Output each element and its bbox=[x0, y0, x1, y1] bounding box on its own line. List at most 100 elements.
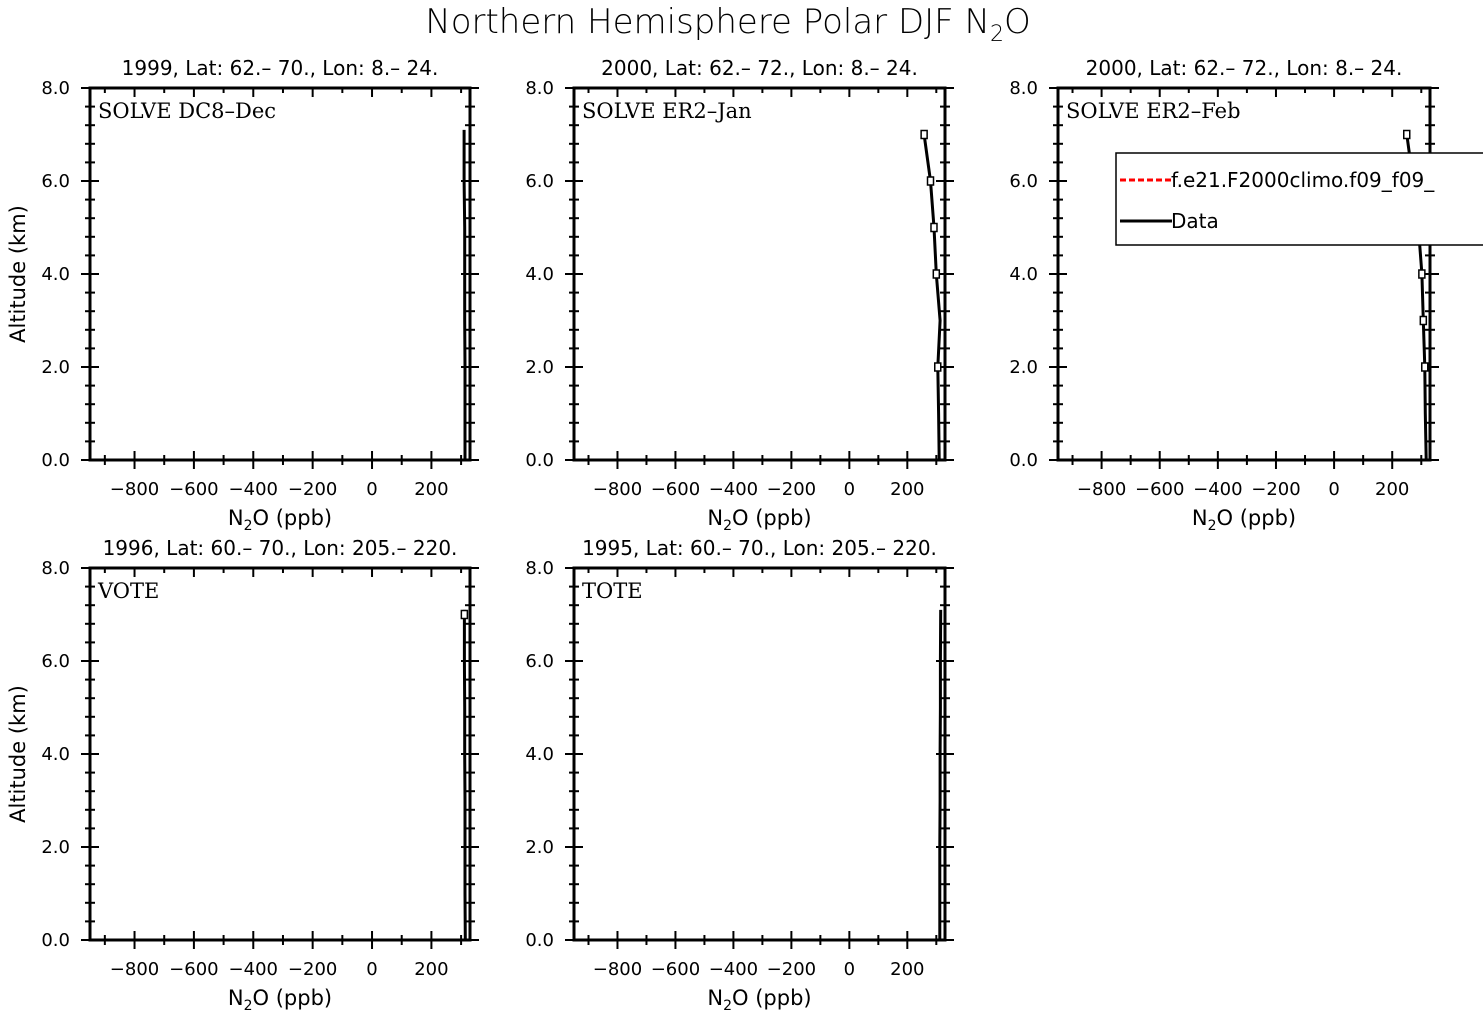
x-tick-label: −200 bbox=[288, 959, 337, 980]
y-tick-label: 4.0 bbox=[41, 264, 70, 285]
y-axis-label: Altitude (km) bbox=[6, 685, 30, 823]
x-axis-label: N2O (ppb) bbox=[228, 986, 332, 1014]
x-tick-label: −200 bbox=[767, 959, 816, 980]
plot-frame bbox=[88, 566, 472, 942]
x-tick-label: 200 bbox=[414, 479, 448, 500]
y-tick-label: 2.0 bbox=[525, 837, 554, 858]
campaign-label: TOTE bbox=[582, 579, 643, 603]
x-tick-label: 200 bbox=[1375, 479, 1409, 500]
x-tick-label: −600 bbox=[651, 479, 700, 500]
panel-1: 1999, Lat: 62.– 70., Lon: 8.– 24. SOLVE D… bbox=[6, 56, 479, 534]
campaign-label: SOLVE ER2–Jan bbox=[582, 99, 752, 123]
data-point-marker bbox=[460, 609, 469, 620]
y-tick-label: 8.0 bbox=[525, 558, 554, 579]
y-tick-label: 4.0 bbox=[1009, 264, 1038, 285]
data-series-line bbox=[462, 129, 467, 460]
y-tick-label: 4.0 bbox=[525, 264, 554, 285]
y-tick-label: 4.0 bbox=[41, 744, 70, 765]
figure-title-sub: 2 bbox=[990, 22, 1004, 47]
y-tick-label: 0.0 bbox=[525, 930, 554, 951]
x-axis-label: N2O (ppb) bbox=[707, 986, 811, 1014]
panel-5: 1995, Lat: 60.– 70., Lon: 205.– 220. TOTE… bbox=[525, 536, 954, 1014]
data-point-marker bbox=[1403, 129, 1411, 140]
y-tick-label: 0.0 bbox=[1009, 450, 1038, 471]
panel-header: 2000, Lat: 62.– 72., Lon: 8.– 24. bbox=[601, 56, 918, 80]
x-tick-label: −800 bbox=[110, 479, 159, 500]
y-tick-label: 6.0 bbox=[1009, 171, 1038, 192]
campaign-label: SOLVE DC8–Dec bbox=[98, 99, 276, 123]
y-tick-label: 2.0 bbox=[1009, 357, 1038, 378]
panel-4: 1996, Lat: 60.– 70., Lon: 205.– 220. VOTE… bbox=[6, 536, 479, 1014]
y-tick-label: 0.0 bbox=[41, 450, 70, 471]
y-tick-label: 8.0 bbox=[41, 558, 70, 579]
panel-header: 1996, Lat: 60.– 70., Lon: 205.– 220. bbox=[103, 536, 458, 560]
y-tick-label: 8.0 bbox=[525, 78, 554, 99]
x-tick-label: 0 bbox=[844, 959, 855, 980]
data-series-line bbox=[938, 609, 943, 940]
y-tick-label: 8.0 bbox=[41, 78, 70, 99]
x-tick-label: 200 bbox=[890, 959, 924, 980]
x-tick-label: 200 bbox=[890, 479, 924, 500]
x-tick-label: −200 bbox=[1251, 479, 1300, 500]
data-point-marker bbox=[1421, 362, 1429, 372]
campaign-label: SOLVE ER2–Feb bbox=[1066, 99, 1241, 123]
data-point-marker bbox=[934, 362, 942, 372]
data-series-line bbox=[462, 609, 467, 941]
data-point-marker bbox=[1419, 315, 1428, 326]
x-tick-label: −600 bbox=[1135, 479, 1184, 500]
x-tick-label: −600 bbox=[169, 479, 218, 500]
data-point-marker bbox=[926, 176, 935, 186]
y-tick-label: 6.0 bbox=[525, 171, 554, 192]
data-point-marker bbox=[930, 222, 938, 233]
plot-frame bbox=[88, 86, 472, 462]
plot-frame bbox=[572, 86, 947, 462]
x-axis-label: N2O (ppb) bbox=[228, 506, 332, 534]
x-tick-label: −400 bbox=[229, 959, 278, 980]
panel-header: 2000, Lat: 62.– 72., Lon: 8.– 24. bbox=[1086, 56, 1403, 80]
y-tick-label: 4.0 bbox=[525, 744, 554, 765]
panel-header: 1999, Lat: 62.– 70., Lon: 8.– 24. bbox=[122, 56, 439, 80]
figure-title: Northern Hemisphere Polar DJF N2O bbox=[425, 2, 1030, 47]
x-tick-label: 0 bbox=[1328, 479, 1339, 500]
plot-frame bbox=[1056, 86, 1432, 462]
data-point-marker bbox=[932, 269, 941, 279]
y-tick-label: 6.0 bbox=[41, 171, 70, 192]
x-tick-label: 0 bbox=[844, 479, 855, 500]
x-tick-label: −200 bbox=[288, 479, 337, 500]
x-tick-label: −400 bbox=[709, 959, 758, 980]
x-axis-label: N2O (ppb) bbox=[707, 506, 811, 534]
y-tick-label: 6.0 bbox=[525, 651, 554, 672]
x-tick-label: −600 bbox=[651, 959, 700, 980]
y-tick-label: 2.0 bbox=[41, 837, 70, 858]
y-tick-label: 0.0 bbox=[525, 450, 554, 471]
panel-header: 1995, Lat: 60.– 70., Lon: 205.– 220. bbox=[582, 536, 937, 560]
y-tick-label: 6.0 bbox=[41, 651, 70, 672]
x-tick-label: −400 bbox=[229, 479, 278, 500]
figure-title-main: Northern Hemisphere Polar DJF N bbox=[425, 2, 990, 42]
legend: f.e21.F2000climo.f09_f09_ Data bbox=[1115, 152, 1483, 246]
x-tick-label: −400 bbox=[709, 479, 758, 500]
legend-label: Data bbox=[1171, 209, 1219, 233]
plot-frame bbox=[572, 566, 947, 942]
panels-group: 1999, Lat: 62.– 70., Lon: 8.– 24. SOLVE D… bbox=[6, 56, 1439, 1014]
y-tick-label: 8.0 bbox=[1009, 78, 1038, 99]
y-tick-label: 2.0 bbox=[525, 357, 554, 378]
data-series-line bbox=[922, 134, 942, 461]
x-tick-label: −800 bbox=[1077, 479, 1126, 500]
legend-box bbox=[1115, 152, 1483, 246]
x-tick-label: 0 bbox=[366, 959, 377, 980]
y-axis-label: Altitude (km) bbox=[6, 205, 30, 343]
x-axis-label: N2O (ppb) bbox=[1192, 506, 1296, 534]
x-tick-label: −400 bbox=[1193, 479, 1242, 500]
campaign-label: VOTE bbox=[97, 579, 159, 603]
data-point-marker bbox=[920, 129, 928, 140]
figure-title-end: O bbox=[1004, 2, 1031, 42]
x-tick-label: 200 bbox=[414, 959, 448, 980]
x-tick-label: −800 bbox=[110, 959, 159, 980]
x-tick-label: −200 bbox=[767, 479, 816, 500]
legend-label: f.e21.F2000climo.f09_f09_ bbox=[1171, 168, 1435, 192]
panel-3: 2000, Lat: 62.– 72., Lon: 8.– 24. SOLVE E… bbox=[1009, 56, 1439, 534]
y-tick-label: 2.0 bbox=[41, 357, 70, 378]
y-tick-label: 0.0 bbox=[41, 930, 70, 951]
